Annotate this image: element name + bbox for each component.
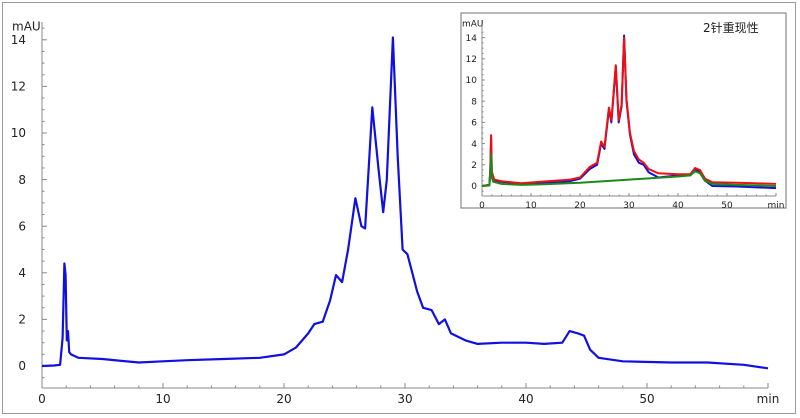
y-tick-label: 8 [18,173,26,187]
x-tick-label: 50 [721,201,733,211]
x-tick-label: 10 [155,392,170,406]
y-tick-label: 2 [18,313,26,327]
inset-chart: 0 2 4 6 8 10 12 14 0 10 20 30 40 50 mAU min 2针重现性 [462,19,784,211]
y-tick-label: 0 [18,359,26,373]
y-tick-label: 2 [471,161,477,171]
y-tick-label: 6 [471,119,477,129]
y-tick-label: 12 [11,80,26,94]
y-axis-label: mAU [462,19,484,29]
series-line-chromatogram [41,36,769,370]
x-axis-label: min [757,392,780,406]
x-tick-label: 40 [518,392,533,406]
y-tick-label: 10 [466,76,478,86]
y-tick-label: 4 [471,140,477,150]
x-tick-label: 10 [525,201,537,211]
chart-title: 2针重现性 [703,20,759,35]
x-tick-label: 40 [672,201,684,211]
x-tick-label: 20 [574,201,586,211]
x-tick-label: 30 [397,392,412,406]
x-tick-label: 0 [479,201,485,211]
chart-frame [2,2,796,414]
x-tick-label: 0 [38,392,46,406]
y-tick-label: 14 [11,33,26,47]
y-tick-label: 10 [11,126,26,140]
y-tick-label: 14 [466,34,478,44]
x-tick-label: 50 [639,392,654,406]
y-tick-label: 4 [18,266,26,280]
x-tick-label: 20 [276,392,291,406]
y-tick-label: 12 [466,55,477,65]
x-tick-label: 30 [623,201,635,211]
y-tick-label: 0 [471,182,477,192]
y-axis-label: mAU [12,19,41,33]
y-tick-label: 6 [18,219,26,233]
y-tick-label: 8 [471,97,477,107]
series-line-green [481,153,777,187]
x-axis-label: min [768,201,785,211]
